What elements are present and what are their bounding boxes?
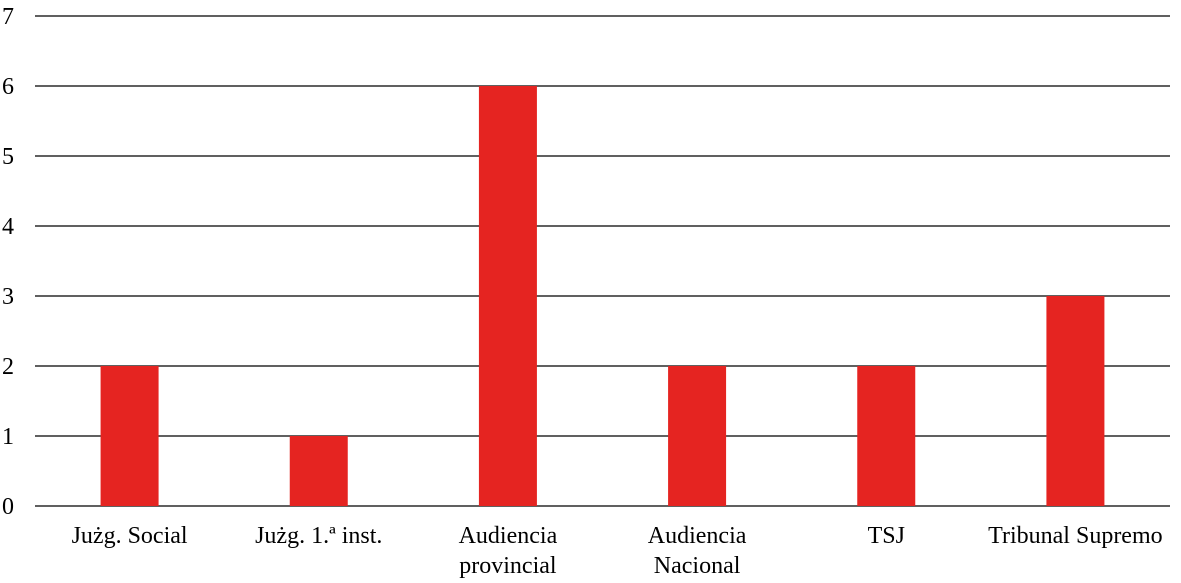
bar [668, 366, 727, 506]
bar [1046, 296, 1105, 506]
y-tick-label: 6 [2, 74, 14, 100]
y-tick-label: 3 [2, 284, 14, 310]
y-tick-label: 2 [2, 354, 14, 380]
x-category-label: Nacional [654, 553, 741, 579]
x-category-label: Tribunal Supremo [988, 523, 1162, 549]
x-category-label: Jużg. Social [72, 523, 188, 549]
bar [857, 366, 916, 506]
bar [478, 86, 537, 506]
gridlines [35, 15, 1170, 507]
x-axis-category-labels: Jużg. Social Jużg. 1.ª inst. Audiencia prov… [72, 523, 1163, 579]
y-tick-label: 7 [2, 4, 14, 30]
bars [100, 86, 1105, 506]
x-category-label: TSJ [868, 523, 905, 549]
bar [289, 436, 348, 506]
y-tick-label: 5 [2, 144, 14, 170]
x-category-label: provincial [459, 553, 557, 579]
y-tick-label: 1 [2, 424, 14, 450]
bar [100, 366, 159, 506]
x-category-label: Audiencia [459, 523, 558, 549]
x-category-label: Audiencia [648, 523, 747, 549]
y-tick-label: 0 [2, 494, 14, 520]
y-axis-tick-labels: 0 1 2 3 4 5 6 7 [2, 4, 14, 520]
y-tick-label: 4 [2, 214, 14, 240]
x-category-label: Jużg. 1.ª inst. [255, 523, 382, 549]
